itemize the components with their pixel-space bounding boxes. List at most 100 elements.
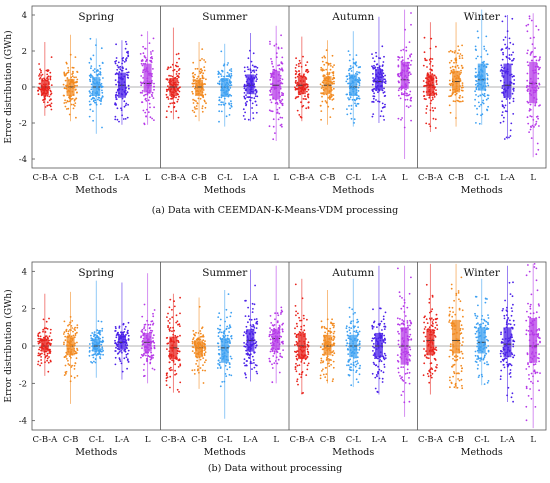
data-point (89, 78, 91, 81)
data-point (100, 100, 102, 103)
data-point (117, 343, 119, 346)
data-point (306, 368, 309, 371)
data-point (536, 85, 539, 87)
data-point (354, 99, 357, 102)
data-point (173, 305, 176, 308)
data-point (373, 64, 375, 67)
data-point (510, 333, 513, 336)
data-point (529, 37, 532, 39)
data-point (525, 319, 528, 322)
box-l (139, 31, 156, 126)
data-point (476, 315, 479, 318)
data-point (125, 356, 128, 359)
data-point (89, 95, 91, 97)
data-point (143, 332, 146, 335)
data-point (175, 53, 178, 56)
data-point (120, 83, 123, 86)
data-point (204, 83, 207, 85)
data-point (371, 101, 373, 103)
points (191, 48, 207, 117)
data-point (449, 111, 452, 114)
data-point (142, 339, 144, 342)
data-point (277, 358, 280, 361)
data-point (142, 369, 145, 371)
data-point (356, 335, 359, 337)
box-c-b-a (294, 278, 310, 395)
data-point (323, 74, 326, 77)
data-point (268, 125, 271, 128)
data-point (143, 123, 146, 126)
data-point (374, 364, 377, 367)
x-axis-label: Methods (332, 447, 374, 458)
data-point (458, 88, 461, 91)
data-point (74, 89, 77, 91)
data-point (278, 331, 281, 334)
data-point (301, 76, 304, 79)
data-point (226, 337, 229, 340)
data-point (356, 73, 359, 76)
box-c-b-a (294, 36, 310, 122)
data-point (151, 91, 154, 94)
data-point (253, 339, 256, 341)
data-point (150, 51, 152, 53)
data-point (504, 36, 507, 39)
data-point (487, 380, 490, 382)
box-l-a (371, 265, 387, 395)
data-point (302, 86, 304, 88)
data-point (46, 73, 49, 76)
data-point (123, 100, 126, 103)
data-point (345, 325, 348, 328)
data-point (433, 351, 436, 354)
x-tick-label: L-A (243, 173, 259, 183)
data-point (458, 97, 461, 99)
data-point (407, 94, 410, 97)
data-point (294, 86, 296, 89)
data-point (99, 340, 101, 343)
data-point (119, 68, 122, 71)
data-point (120, 337, 123, 340)
data-point (73, 85, 76, 88)
data-point (404, 94, 406, 97)
data-point (251, 64, 254, 67)
data-point (120, 346, 123, 349)
data-point (66, 100, 69, 102)
data-point (226, 64, 229, 66)
data-point (114, 363, 117, 366)
data-point (476, 107, 478, 110)
data-point (168, 86, 171, 89)
data-point (269, 350, 272, 353)
x-tick-label: L (273, 435, 279, 445)
data-point (64, 87, 66, 89)
data-point (481, 375, 484, 378)
data-point (499, 352, 502, 355)
data-point (200, 353, 203, 355)
data-point (225, 339, 227, 342)
data-point (430, 340, 432, 342)
data-point (455, 57, 457, 60)
data-point (271, 349, 274, 352)
data-point (351, 80, 354, 83)
data-point (141, 64, 144, 67)
data-point (230, 357, 233, 360)
data-point (452, 88, 454, 91)
data-point (177, 323, 179, 326)
data-point (294, 366, 297, 368)
data-point (375, 357, 378, 359)
data-point (428, 59, 431, 61)
data-point (481, 87, 484, 89)
box-c-b-a (37, 42, 53, 116)
data-point (379, 337, 382, 340)
data-point (323, 334, 325, 337)
data-point (326, 62, 329, 64)
iqr-box (374, 69, 383, 91)
data-point (302, 89, 305, 92)
data-point (451, 50, 454, 53)
data-point (201, 369, 204, 372)
data-point (384, 78, 386, 81)
data-point (178, 95, 180, 98)
data-point (371, 339, 373, 342)
data-point (299, 93, 302, 96)
data-point (199, 332, 202, 335)
data-point (353, 364, 355, 367)
data-point (452, 352, 454, 354)
